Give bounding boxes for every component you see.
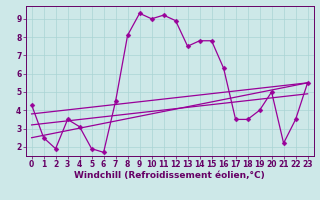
X-axis label: Windchill (Refroidissement éolien,°C): Windchill (Refroidissement éolien,°C): [74, 171, 265, 180]
